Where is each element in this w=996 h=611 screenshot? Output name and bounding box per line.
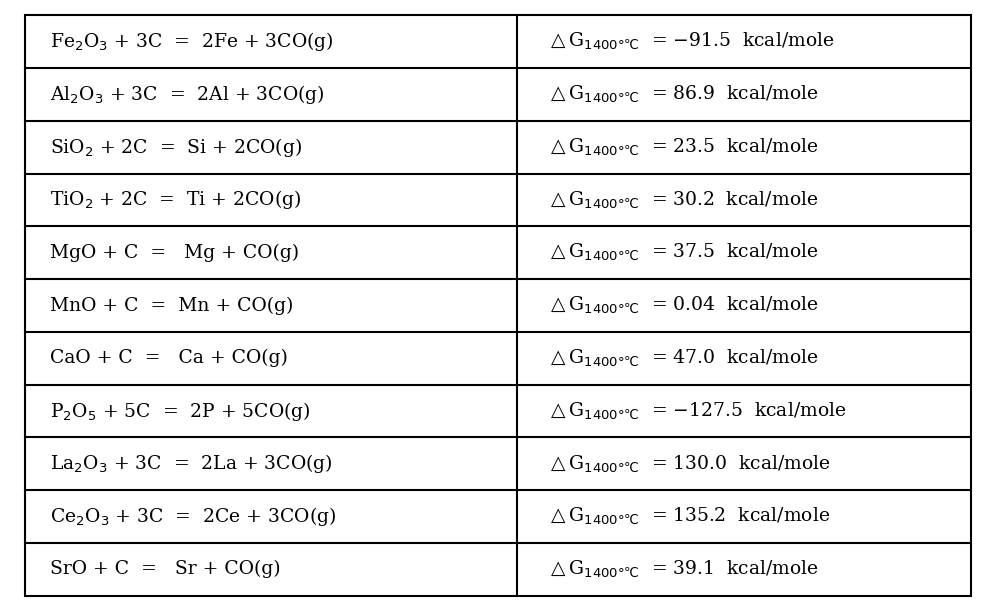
Text: $\triangle$G$_{1400°℃}$  = −127.5  kcal/mole: $\triangle$G$_{1400°℃}$ = −127.5 kcal/mo… [547,400,847,422]
Text: La$_2$O$_3$ + 3C  =  2La + 3CO(g): La$_2$O$_3$ + 3C = 2La + 3CO(g) [50,452,333,475]
Text: $\triangle$G$_{1400°℃}$  = 23.5  kcal/mole: $\triangle$G$_{1400°℃}$ = 23.5 kcal/mole [547,136,819,158]
Text: MnO + C  =  Mn + CO(g): MnO + C = Mn + CO(g) [50,296,293,315]
Text: SrO + C  =   Sr + CO(g): SrO + C = Sr + CO(g) [50,560,281,579]
Text: $\triangle$G$_{1400°℃}$  = 39.1  kcal/mole: $\triangle$G$_{1400°℃}$ = 39.1 kcal/mole [547,558,819,580]
Text: Fe$_2$O$_3$ + 3C  =  2Fe + 3CO(g): Fe$_2$O$_3$ + 3C = 2Fe + 3CO(g) [50,30,334,53]
Text: $\triangle$G$_{1400°℃}$  = 130.0  kcal/mole: $\triangle$G$_{1400°℃}$ = 130.0 kcal/mol… [547,453,831,475]
Text: P$_2$O$_5$ + 5C  =  2P + 5CO(g): P$_2$O$_5$ + 5C = 2P + 5CO(g) [50,400,311,423]
Text: $\triangle$G$_{1400°℃}$  = 86.9  kcal/mole: $\triangle$G$_{1400°℃}$ = 86.9 kcal/mole [547,84,819,105]
Text: CaO + C  =   Ca + CO(g): CaO + C = Ca + CO(g) [50,349,288,367]
Text: $\triangle$G$_{1400°℃}$  = 47.0  kcal/mole: $\triangle$G$_{1400°℃}$ = 47.0 kcal/mole [547,348,819,369]
Text: Al$_2$O$_3$ + 3C  =  2Al + 3CO(g): Al$_2$O$_3$ + 3C = 2Al + 3CO(g) [50,83,325,106]
Text: $\triangle$G$_{1400°℃}$  = 30.2  kcal/mole: $\triangle$G$_{1400°℃}$ = 30.2 kcal/mole [547,189,819,211]
Text: $\triangle$G$_{1400°℃}$  = 0.04  kcal/mole: $\triangle$G$_{1400°℃}$ = 0.04 kcal/mole [547,295,819,316]
Text: Ce$_2$O$_3$ + 3C  =  2Ce + 3CO(g): Ce$_2$O$_3$ + 3C = 2Ce + 3CO(g) [50,505,336,528]
Text: SiO$_2$ + 2C  =  Si + 2CO(g): SiO$_2$ + 2C = Si + 2CO(g) [50,136,302,159]
Text: MgO + C  =   Mg + CO(g): MgO + C = Mg + CO(g) [50,244,299,262]
Text: TiO$_2$ + 2C  =  Ti + 2CO(g): TiO$_2$ + 2C = Ti + 2CO(g) [50,188,301,211]
Text: $\triangle$G$_{1400°℃}$  = −91.5  kcal/mole: $\triangle$G$_{1400°℃}$ = −91.5 kcal/mol… [547,31,835,53]
Text: $\triangle$G$_{1400°℃}$  = 135.2  kcal/mole: $\triangle$G$_{1400°℃}$ = 135.2 kcal/mol… [547,506,830,527]
Text: $\triangle$G$_{1400°℃}$  = 37.5  kcal/mole: $\triangle$G$_{1400°℃}$ = 37.5 kcal/mole [547,242,819,263]
